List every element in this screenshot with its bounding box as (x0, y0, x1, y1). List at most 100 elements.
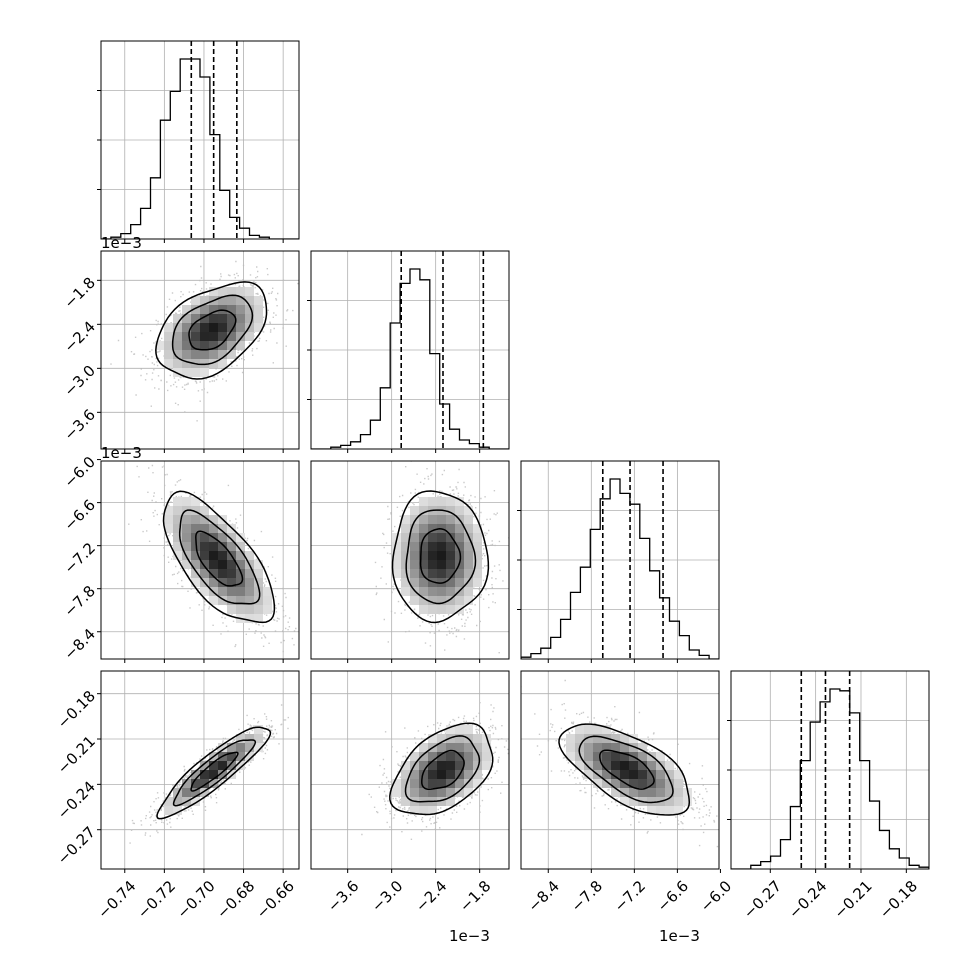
density-cell (254, 725, 263, 734)
density-cell (437, 515, 446, 524)
density-cell (227, 770, 236, 779)
density-cell (647, 779, 656, 788)
density-cell (611, 734, 620, 743)
density-cell (620, 752, 629, 761)
density-cell (473, 524, 482, 533)
density-cell (656, 806, 665, 815)
density-cell (173, 350, 182, 359)
density-cell (173, 332, 182, 341)
density-cell (566, 734, 575, 743)
hist-panel-3 (727, 670, 930, 873)
density-cell (611, 752, 620, 761)
density-cell (392, 569, 401, 578)
density-cell (602, 770, 611, 779)
density-cell (182, 305, 191, 314)
density-cell (437, 752, 446, 761)
density-cell (455, 596, 464, 605)
hist-panel-0 (97, 40, 300, 243)
density-cell (173, 551, 182, 560)
panel-frame-3-0 (100, 670, 300, 870)
density-cell (410, 515, 419, 524)
density-cell (446, 797, 455, 806)
density-cell (455, 533, 464, 542)
density-cell (254, 578, 263, 587)
density-cell (200, 770, 209, 779)
density-cell (173, 524, 182, 533)
density-cell (236, 560, 245, 569)
contour-3-0-1 (172, 739, 257, 807)
hist-line-3 (731, 688, 929, 869)
density-cell (419, 605, 428, 614)
density-cell (392, 779, 401, 788)
panel-frame-3-1 (310, 670, 510, 870)
density-cell (665, 779, 674, 788)
xtick-label-3-2: −0.21 (831, 877, 876, 922)
contour-2-0-1 (178, 509, 261, 605)
density-cell (182, 323, 191, 332)
density-cell (236, 752, 245, 761)
density-cell (620, 761, 629, 770)
ytick-label-2-2: −7.2 (61, 539, 99, 577)
density-cell (419, 560, 428, 569)
density-cell (245, 734, 254, 743)
density-cell (236, 332, 245, 341)
density-cell (191, 497, 200, 506)
density-cell (437, 788, 446, 797)
density-cell (254, 605, 263, 614)
density-cell (620, 734, 629, 743)
density-cell (437, 497, 446, 506)
density-cell (446, 551, 455, 560)
contour-3-1-2 (389, 722, 494, 816)
density-cell (674, 797, 683, 806)
density-cell (647, 761, 656, 770)
density-cell (182, 560, 191, 569)
density-cell (437, 596, 446, 605)
density-cell (164, 515, 173, 524)
contour-3-2-1 (578, 735, 674, 804)
panel-frame-2-1 (310, 460, 510, 660)
ytick-label-2-3: −6.6 (61, 496, 99, 534)
density-cell (575, 734, 584, 743)
density-cell (227, 296, 236, 305)
density-cell (428, 770, 437, 779)
density-cell (236, 296, 245, 305)
ytick-label-1-0: −3.6 (61, 406, 99, 444)
density-cell (647, 788, 656, 797)
density-cell (200, 587, 209, 596)
density-cell (227, 761, 236, 770)
density-cell (173, 341, 182, 350)
density-cell (446, 524, 455, 533)
density-cell (593, 725, 602, 734)
density-cell (200, 761, 209, 770)
density-cell (674, 770, 683, 779)
density-cell (410, 506, 419, 515)
density-cell (602, 752, 611, 761)
scatter-panel-2-0 (97, 459, 300, 663)
xtick-label-2-2: −7.2 (611, 877, 649, 915)
density-cell (629, 779, 638, 788)
density-cell (245, 296, 254, 305)
ytick-label-3-2: −0.21 (54, 732, 99, 777)
ytick-label-1-2: −2.4 (61, 318, 99, 356)
density-cell (209, 350, 218, 359)
density-cell (209, 596, 218, 605)
density-cell (464, 587, 473, 596)
density-cell (437, 734, 446, 743)
density-cell (401, 569, 410, 578)
density-cell (227, 578, 236, 587)
density-cell (227, 287, 236, 296)
xtick-label-2-3: −6.6 (654, 877, 692, 915)
density-cell (428, 533, 437, 542)
density-cell (419, 761, 428, 770)
density-cell (209, 332, 218, 341)
density-cell (209, 761, 218, 770)
density-cell (437, 761, 446, 770)
density-cell (620, 743, 629, 752)
density-cell (464, 788, 473, 797)
density-cell (218, 533, 227, 542)
density-cell (227, 533, 236, 542)
density-cell (464, 596, 473, 605)
density-cell (566, 752, 575, 761)
density-cell (173, 515, 182, 524)
density-cell (665, 770, 674, 779)
